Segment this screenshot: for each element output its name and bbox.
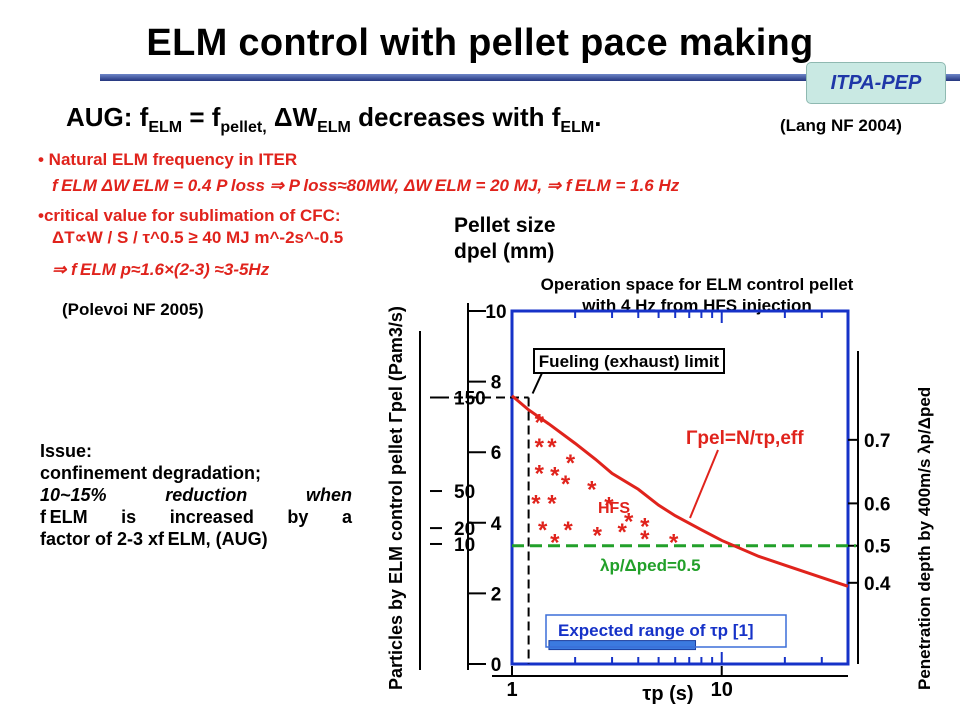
expected-range-label: Expected range of τp [1]: [558, 621, 754, 640]
penetration-tick-label: 0.7: [864, 431, 890, 452]
hfs-point: *: [640, 526, 650, 553]
pellet-size-label-2: dpel (mm): [454, 240, 554, 263]
pellet-size-tick-label: 6: [491, 443, 502, 464]
bullet-critical-result: ⇒ f ELM p≈1.6×(2-3) ≈3-5Hz: [52, 260, 270, 279]
hfs-point: *: [535, 461, 545, 488]
bullet-critical-cfc: •critical value for sublimation of CFC:: [38, 206, 341, 225]
gamma-tick-label: 20: [454, 519, 475, 540]
itpa-pep-badge: ITPA-PEP: [806, 62, 946, 104]
penetration-limit-label: λp/Δped=0.5: [600, 556, 701, 575]
pellet-size-tick-label: 4: [491, 514, 502, 535]
hfs-point: *: [669, 529, 679, 556]
penetration-tick-label: 0.4: [864, 574, 891, 595]
gamma-pel-pointer: [689, 449, 719, 519]
hfs-point: *: [624, 508, 634, 535]
issue-line-4: f ELM is increased by a: [40, 507, 352, 527]
issue-line-1: Issue:: [40, 441, 93, 461]
x-tick-label: 10: [711, 679, 733, 701]
pellet-size-tick-label: 0: [491, 655, 502, 676]
plot-frame: [510, 309, 850, 666]
y-right-axis-label: Penetration depth by 400m/s λp/Δped: [915, 387, 934, 690]
gamma-tick-label: 150: [454, 388, 486, 409]
slide-title: ELM control with pellet pace making: [146, 22, 814, 64]
hfs-point: *: [535, 409, 545, 436]
hfs-point: *: [535, 434, 545, 461]
hfs-region-label: HFS: [598, 500, 630, 517]
hfs-point: *: [563, 517, 573, 544]
gamma-pel-curve-label: Γpel=N/τp,eff: [686, 428, 804, 449]
citation-lang: (Lang NF 2004): [780, 116, 902, 135]
subtitle: AUG: fELM = fpellet, ΔWELM decreases wit…: [66, 102, 602, 137]
pellet-size-tick-label: 10: [485, 302, 506, 323]
y-left-axis-label: Particles by ELM control pellet Γpel (Pa…: [386, 306, 406, 690]
hfs-point: *: [640, 514, 650, 541]
bullet-natural-elm-formula: f ELM ΔW ELM = 0.4 P loss ⇒ P loss≈80MW,…: [52, 176, 680, 195]
issue-line-3: 10~15% reduction when: [40, 485, 352, 505]
fueling-limit-label: Fueling (exhaust) limit: [539, 352, 720, 371]
hfs-point: *: [531, 491, 541, 518]
bullet-critical-cfc-formula: ΔT∝W / S / τ^0.5 ≥ 40 MJ m^-2s^-0.5: [52, 228, 344, 247]
hfs-point: *: [587, 477, 597, 504]
hfs-point: *: [566, 450, 576, 477]
bullet-natural-elm: • Natural ELM frequency in ITER: [38, 150, 298, 169]
hfs-point: *: [561, 471, 571, 498]
hfs-point: *: [538, 517, 548, 544]
fueling-limit-arrow: [531, 372, 543, 394]
gamma-tick-label: 50: [454, 482, 475, 503]
gamma-tick-label: 10: [454, 535, 475, 556]
hfs-point: *: [547, 434, 557, 461]
hfs-point: *: [604, 492, 614, 519]
hfs-point: *: [547, 491, 557, 518]
title-underline: [100, 74, 960, 81]
x-axis-label: τp (s): [642, 683, 693, 705]
hfs-point: *: [550, 462, 560, 489]
expected-range-bar: [548, 640, 697, 651]
issue-line-5: factor of 2-3 xf ELM, (AUG): [40, 529, 268, 549]
penetration-tick-label: 0.6: [864, 494, 890, 515]
issue-text: Issue: confinement degradation; 10~15% r…: [40, 440, 352, 550]
hfs-point: *: [617, 519, 627, 546]
pellet-size-tick-label: 8: [491, 373, 502, 394]
x-tick-label: 1: [506, 679, 517, 701]
expected-range-box: [545, 614, 787, 648]
citation-polevoi: (Polevoi NF 2005): [62, 300, 204, 319]
gamma-pel-curve: [511, 394, 849, 588]
hfs-point: *: [550, 529, 560, 556]
pellet-size-label-1: Pellet size: [454, 214, 556, 237]
hfs-point: *: [593, 522, 603, 549]
fueling-limit-box: [533, 348, 725, 374]
issue-line-2: confinement degradation;: [40, 463, 262, 483]
chart-title-line-1: Operation space for ELM control pellet: [541, 275, 854, 294]
penetration-tick-label: 0.5: [864, 537, 891, 558]
pellet-size-tick-label: 2: [491, 584, 502, 605]
